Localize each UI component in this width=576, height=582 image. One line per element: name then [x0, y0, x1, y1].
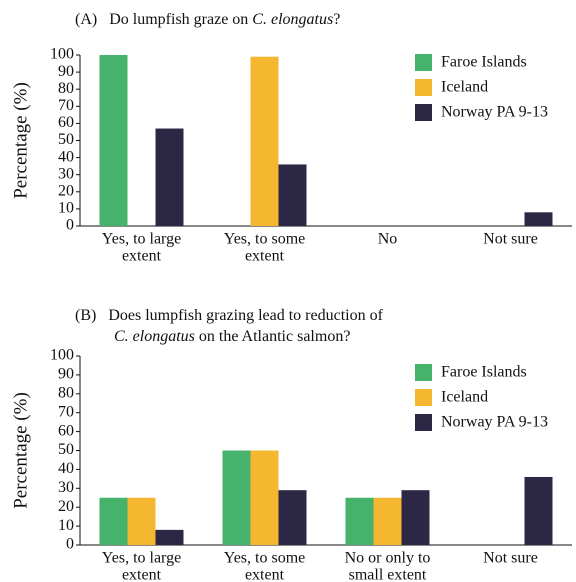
bar	[278, 490, 307, 545]
y-tick-label: 20	[58, 182, 74, 199]
y-tick-label: 100	[50, 46, 74, 63]
title-italic: C. elongatus	[114, 328, 195, 345]
x-tick-label: Not sure	[483, 550, 538, 567]
y-tick-label: 80	[58, 384, 74, 401]
y-tick-label: 50	[58, 131, 74, 148]
x-tick-label: Yes, to some	[224, 231, 306, 248]
bar	[99, 497, 128, 545]
y-axis-label: Percentage (%)	[10, 82, 31, 199]
legend-label: Faroe Islands	[441, 364, 527, 381]
x-tick-label: Yes, to large	[102, 231, 181, 248]
x-tick-label: extent	[245, 567, 285, 582]
chart-title: (B) Does lumpfish grazing lead to reducti…	[75, 307, 384, 324]
y-tick-label: 30	[58, 479, 74, 496]
x-tick-label: extent	[245, 248, 285, 265]
x-tick-label: Yes, to large	[102, 550, 181, 567]
bar	[250, 450, 279, 545]
y-tick-label: 100	[50, 347, 74, 364]
x-tick-label: extent	[122, 248, 162, 265]
x-tick-label: No or only to	[345, 550, 431, 567]
y-axis-label: Percentage (%)	[10, 392, 31, 509]
legend-swatch	[415, 104, 432, 121]
bar	[345, 497, 374, 545]
y-tick-label: 90	[58, 366, 74, 383]
chart-title: (A) Do lumpfish graze on C. elongatus?	[75, 11, 340, 28]
y-tick-label: 10	[58, 517, 74, 534]
chart-title: C. elongatus on the Atlantic salmon?	[114, 328, 350, 345]
legend-label: Faroe Islands	[441, 54, 527, 71]
legend-label: Norway PA 9-13	[441, 414, 548, 431]
legend-swatch	[415, 54, 432, 71]
bar	[278, 164, 307, 226]
x-tick-label: Yes, to some	[224, 550, 306, 567]
y-tick-label: 30	[58, 165, 74, 182]
y-tick-label: 70	[58, 97, 74, 114]
bar	[373, 497, 402, 545]
legend-swatch	[415, 79, 432, 96]
bar	[250, 56, 279, 227]
bar	[524, 212, 553, 226]
y-tick-label: 60	[58, 422, 74, 439]
title-text: Does lumpfish grazing lead to reduction …	[108, 307, 383, 324]
panel-tag: (B)	[75, 307, 96, 324]
bar	[155, 529, 184, 545]
y-tick-label: 70	[58, 403, 74, 420]
y-tick-label: 40	[58, 460, 74, 477]
y-tick-label: 60	[58, 114, 74, 131]
title-italic: C. elongatus	[252, 11, 333, 28]
x-tick-label: No	[378, 231, 398, 248]
bar	[127, 497, 156, 545]
y-tick-label: 40	[58, 148, 74, 165]
bar	[222, 450, 251, 545]
y-tick-label: 0	[66, 536, 74, 553]
legend-swatch	[415, 364, 432, 381]
bar	[155, 128, 184, 226]
y-tick-label: 50	[58, 441, 74, 458]
legend-label: Iceland	[441, 79, 488, 96]
x-tick-label: Not sure	[483, 231, 538, 248]
panel-tag: (A)	[75, 11, 97, 28]
title-text: ?	[333, 11, 340, 28]
legend-swatch	[415, 414, 432, 431]
y-tick-label: 90	[58, 63, 74, 80]
bar	[99, 55, 128, 226]
x-tick-label: small extent	[349, 567, 427, 582]
legend-label: Iceland	[441, 389, 488, 406]
legend-swatch	[415, 389, 432, 406]
y-tick-label: 0	[66, 217, 74, 234]
x-tick-label: extent	[122, 567, 162, 582]
bar	[524, 476, 553, 545]
title-text: on the Atlantic salmon?	[195, 328, 351, 345]
y-tick-label: 10	[58, 200, 74, 217]
legend-label: Norway PA 9-13	[441, 104, 548, 121]
y-tick-label: 20	[58, 498, 74, 515]
bar	[401, 490, 430, 545]
title-text: Do lumpfish graze on	[109, 11, 252, 28]
y-tick-label: 80	[58, 80, 74, 97]
